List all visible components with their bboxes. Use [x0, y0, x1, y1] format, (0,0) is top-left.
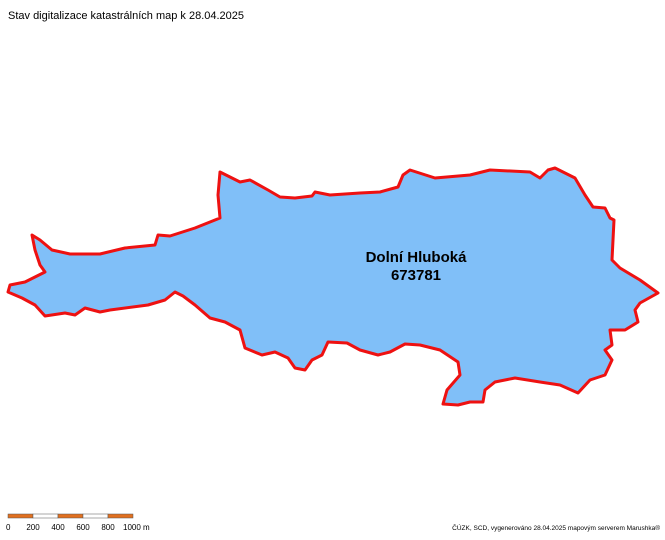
area-code: 673781 [391, 267, 441, 284]
map-title: Stav digitalizace katastrálních map k 28… [8, 10, 244, 22]
scale-label: 800 [101, 523, 115, 532]
area-name: Dolní Hluboká [366, 249, 467, 266]
scale-label: 600 [76, 523, 90, 532]
scale-bar [7, 513, 134, 519]
scale-label: 1000 m [123, 523, 150, 532]
cadastral-area [6, 166, 660, 407]
credit: ČÚZK, SCD, vygenerováno 28.04.2025 mapov… [452, 523, 660, 532]
scale-label: 0 [6, 523, 11, 532]
scale-label: 200 [26, 523, 40, 532]
scale-label: 400 [51, 523, 65, 532]
